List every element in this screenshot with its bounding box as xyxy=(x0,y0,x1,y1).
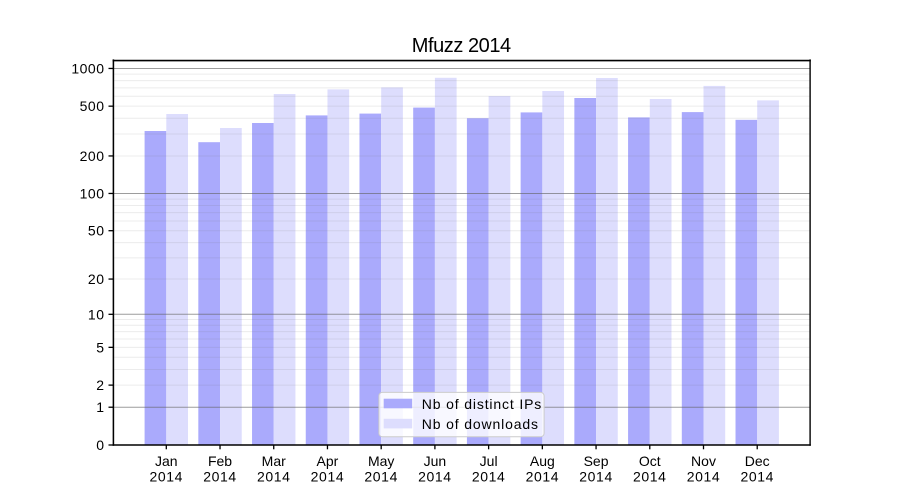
svg-text:Jan: Jan xyxy=(155,453,178,469)
svg-text:Nb of downloads: Nb of downloads xyxy=(422,416,539,432)
svg-text:100: 100 xyxy=(80,185,105,201)
svg-text:Aug: Aug xyxy=(530,453,555,469)
svg-text:2014: 2014 xyxy=(150,469,184,485)
svg-text:200: 200 xyxy=(80,148,105,164)
svg-text:10: 10 xyxy=(88,306,105,322)
svg-text:2014: 2014 xyxy=(364,469,398,485)
svg-text:Jul: Jul xyxy=(480,453,498,469)
svg-text:Mfuzz 2014: Mfuzz 2014 xyxy=(412,35,511,57)
svg-text:Apr: Apr xyxy=(317,453,339,469)
svg-text:Jun: Jun xyxy=(424,453,447,469)
svg-text:500: 500 xyxy=(80,98,105,114)
svg-text:2014: 2014 xyxy=(579,469,613,485)
svg-text:Sep: Sep xyxy=(584,453,609,469)
svg-text:50: 50 xyxy=(88,223,105,239)
svg-text:Nb of distinct IPs: Nb of distinct IPs xyxy=(422,396,542,412)
svg-text:1000: 1000 xyxy=(71,60,104,76)
svg-text:2: 2 xyxy=(96,377,104,393)
svg-text:2014: 2014 xyxy=(472,469,506,485)
svg-text:2014: 2014 xyxy=(257,469,291,485)
svg-text:20: 20 xyxy=(88,271,105,287)
svg-text:Nov: Nov xyxy=(691,453,716,469)
svg-text:2014: 2014 xyxy=(740,469,774,485)
svg-text:5: 5 xyxy=(96,339,104,355)
svg-text:2014: 2014 xyxy=(418,469,452,485)
svg-text:2014: 2014 xyxy=(203,469,237,485)
svg-text:2014: 2014 xyxy=(687,469,721,485)
svg-text:Feb: Feb xyxy=(208,453,232,469)
svg-text:0: 0 xyxy=(96,437,104,453)
svg-text:Mar: Mar xyxy=(262,453,286,469)
svg-text:Dec: Dec xyxy=(745,453,770,469)
svg-text:May: May xyxy=(368,453,394,469)
svg-text:2014: 2014 xyxy=(526,469,560,485)
svg-text:Oct: Oct xyxy=(639,453,661,469)
svg-text:2014: 2014 xyxy=(633,469,667,485)
svg-text:1: 1 xyxy=(96,399,104,415)
svg-text:2014: 2014 xyxy=(311,469,345,485)
